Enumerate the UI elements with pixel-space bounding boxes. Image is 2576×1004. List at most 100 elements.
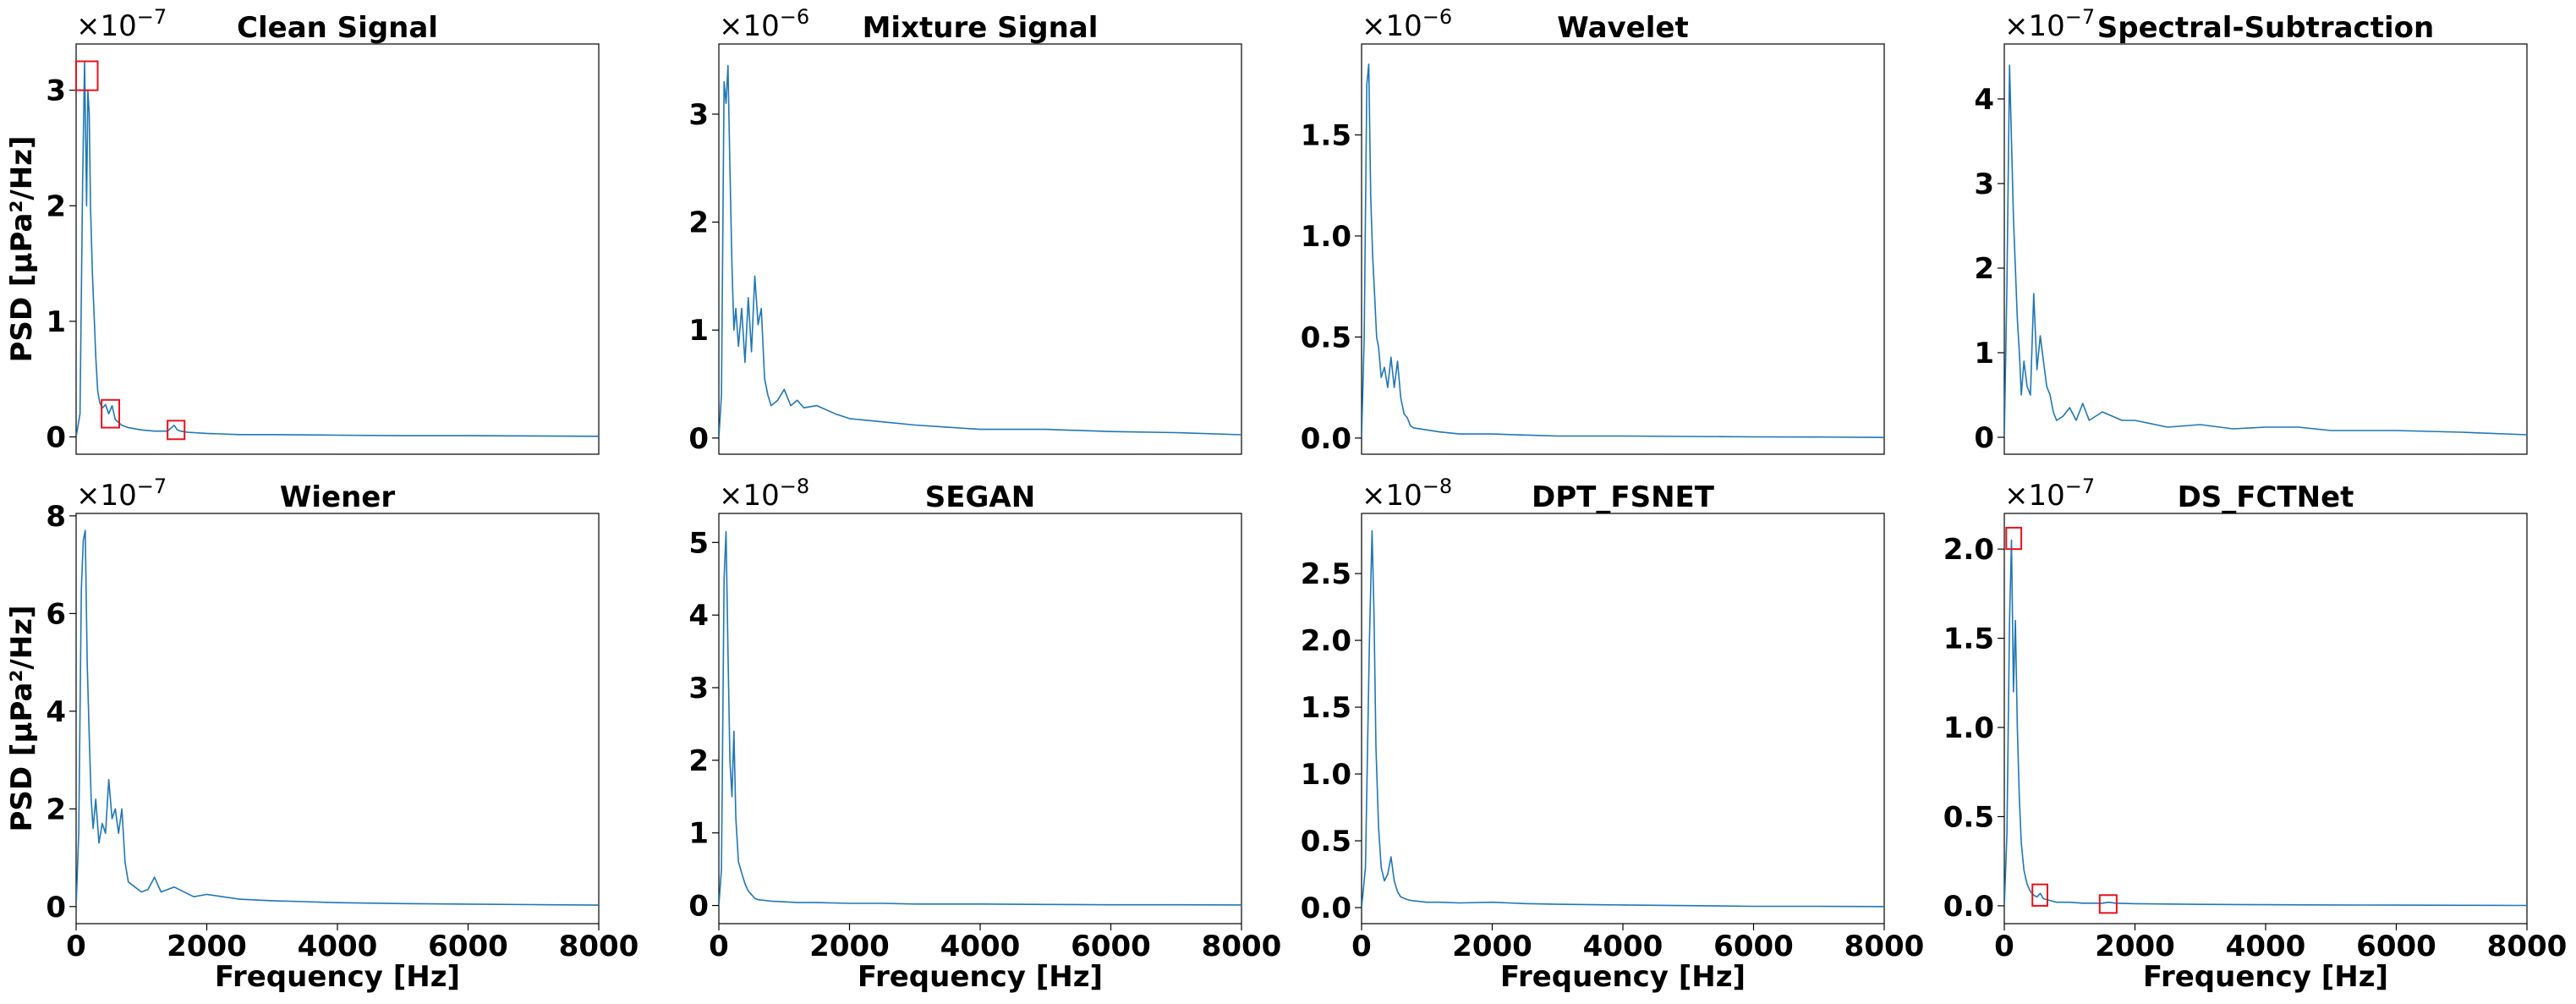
psd-series-line — [2004, 64, 2527, 438]
subplot-title: DPT_FSNET — [1532, 480, 1715, 514]
axes-frame — [75, 43, 600, 455]
offset-exponent: −7 — [2065, 5, 2095, 29]
y-tick-label: 6 — [46, 597, 66, 631]
y-tick-label: 0.5 — [1301, 825, 1351, 859]
y-tick-label: 0 — [1974, 421, 1994, 455]
subplot-title: Wiener — [280, 480, 395, 514]
y-tick-label: 2.5 — [1301, 557, 1351, 591]
psd-series-line — [2004, 539, 2527, 907]
y-tick-label: 3 — [688, 98, 709, 132]
axes-frame — [2003, 513, 2528, 924]
x-tick-label: 0 — [1994, 930, 2014, 963]
highlight-box — [101, 398, 120, 429]
y-offset-label: ×10−8 — [1362, 475, 1452, 513]
y-tick-label: 0.5 — [1301, 321, 1351, 354]
offset-base: ×10 — [1362, 479, 1422, 513]
subplot-title: Spectral-Subtraction — [2097, 11, 2434, 45]
offset-base: ×10 — [76, 479, 137, 513]
x-tick-label: 2000 — [167, 930, 247, 963]
y-tick-label: 1 — [1974, 337, 1994, 370]
y-tick-label: 1.5 — [1301, 691, 1351, 725]
y-tick-label: 1 — [46, 305, 66, 339]
y-tick-label: 5 — [688, 526, 709, 560]
y-tick-label: 2 — [688, 744, 709, 778]
x-tick-label: 0 — [709, 930, 729, 963]
offset-base: ×10 — [719, 479, 780, 513]
y-tick-label: 4 — [46, 695, 66, 729]
x-axis-label: Frequency [Hz] — [858, 960, 1103, 994]
psd-series-line — [76, 529, 599, 907]
y-tick-label: 0 — [46, 421, 66, 455]
y-tick-label: 2 — [1974, 252, 1994, 286]
subplot-title: Clean Signal — [237, 11, 438, 45]
x-tick-label: 8000 — [1844, 930, 1925, 963]
x-tick-label: 8000 — [559, 930, 639, 963]
x-axis-label: Frequency [Hz] — [2143, 960, 2388, 994]
offset-exponent: −6 — [780, 5, 809, 29]
y-tick-label: 0.0 — [1943, 890, 1994, 924]
offset-exponent: −8 — [1422, 475, 1452, 498]
y-tick-label: 0 — [688, 890, 709, 924]
y-tick-label: 4 — [688, 599, 709, 633]
highlight-box — [75, 60, 99, 91]
axes-frame — [2003, 43, 2528, 455]
subplot-mixture-signal: Mixture Signal ×10−6 0 1 2 3 — [688, 5, 1242, 456]
highlight-box — [2098, 894, 2118, 914]
y-tick-label: 1.0 — [1301, 220, 1351, 254]
y-tick-label: 3 — [688, 672, 709, 705]
y-tick-label: 0 — [688, 422, 709, 456]
y-tick-label: 1 — [688, 314, 709, 348]
x-tick-label: 6000 — [2356, 930, 2436, 963]
x-tick-label: 2000 — [2095, 930, 2175, 963]
x-tick-label: 2000 — [1452, 930, 1532, 963]
y-tick-label: 2 — [46, 189, 66, 223]
y-tick-label: 2 — [46, 793, 66, 826]
y-offset-label: ×10−8 — [719, 475, 809, 513]
y-tick-label: 1 — [688, 817, 709, 851]
psd-series-line — [719, 64, 1241, 438]
y-tick-label: 0.0 — [1301, 892, 1351, 925]
x-tick-label: 6000 — [1713, 930, 1794, 963]
y-tick-label: 2 — [688, 206, 709, 240]
axes-frame — [1361, 43, 1885, 455]
y-tick-label: 1.5 — [1301, 119, 1351, 153]
psd-series-line — [719, 530, 1241, 906]
y-tick-label: 4 — [1974, 83, 1994, 117]
y-offset-label: ×10−7 — [2004, 475, 2095, 513]
offset-base: ×10 — [2004, 479, 2065, 513]
psd-series-line — [1362, 63, 1884, 438]
offset-exponent: −6 — [1422, 5, 1452, 29]
x-tick-label: 8000 — [2487, 930, 2568, 963]
y-tick-label: 3 — [1974, 167, 1994, 201]
subplot-title: DS_FCTNet — [2178, 480, 2354, 514]
x-tick-label: 6000 — [1071, 930, 1151, 963]
subplot-title: SEGAN — [925, 480, 1035, 514]
x-tick-label: 4000 — [1583, 930, 1663, 963]
x-tick-label: 2000 — [809, 930, 890, 963]
x-tick-label: 8000 — [1202, 930, 1282, 963]
axes-frame — [75, 513, 600, 924]
psd-series-line — [76, 60, 599, 437]
offset-exponent: −7 — [137, 475, 167, 498]
y-tick-label: 2.0 — [1301, 624, 1351, 658]
y-offset-label: ×10−7 — [76, 475, 167, 513]
y-tick-label: 2.0 — [1943, 533, 1994, 567]
subplot-title: Mixture Signal — [863, 11, 1099, 45]
x-tick-label: 0 — [66, 930, 86, 963]
x-tick-label: 6000 — [428, 930, 508, 963]
subplot-title: Wavelet — [1557, 11, 1688, 45]
x-tick-label: 0 — [1351, 930, 1372, 963]
y-tick-label: 1.5 — [1943, 623, 1994, 656]
y-axis-label: PSD [μPa²/Hz] — [5, 605, 39, 831]
x-tick-label: 4000 — [298, 930, 378, 963]
y-tick-label: 0.0 — [1301, 422, 1351, 456]
axes-frame — [718, 43, 1242, 455]
y-offset-label: ×10−7 — [2004, 5, 2095, 43]
y-offset-label: ×10−6 — [719, 5, 809, 43]
offset-base: ×10 — [2004, 9, 2065, 43]
y-tick-label: 0 — [46, 891, 66, 924]
y-tick-label: 0.5 — [1943, 800, 1994, 834]
axes-frame — [1361, 513, 1885, 924]
